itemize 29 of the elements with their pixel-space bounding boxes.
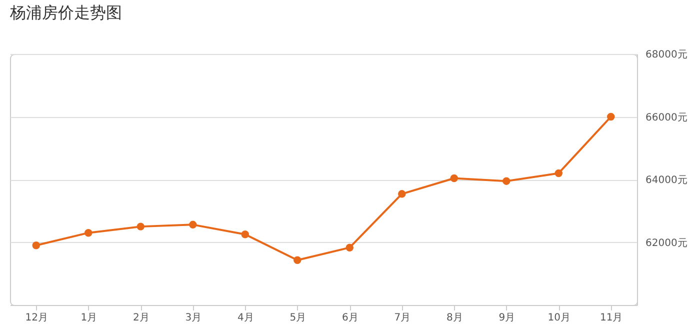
- x-tick-label: 5月: [290, 312, 306, 324]
- point: [554, 169, 562, 178]
- point: [241, 230, 249, 238]
- point: [450, 174, 458, 182]
- x-tick-label: 2月: [132, 312, 150, 324]
- point: [398, 190, 406, 198]
- point: [346, 244, 354, 252]
- x-tick-label: 9月: [498, 312, 516, 324]
- chart-title: 杨浦房价走势图: [9, 3, 122, 22]
- point: [32, 242, 40, 250]
- x-tick-label: 12月: [25, 312, 48, 324]
- x-tick-label: 6月: [342, 312, 358, 324]
- y-tick-label: 68000元: [646, 50, 688, 60]
- y-tick-label: 66000元: [646, 112, 688, 124]
- point: [607, 112, 615, 121]
- y-tick-label: 62000元: [646, 238, 688, 249]
- x-tick-label: 4月: [237, 312, 254, 324]
- x-tick-label: 10月: [548, 312, 570, 324]
- x-tick-label: 7月: [394, 312, 411, 324]
- x-tick-label: 3月: [185, 312, 202, 324]
- y-tick-label: 64000元: [646, 175, 688, 186]
- point: [189, 220, 197, 229]
- x-tick-label: 1月: [80, 312, 98, 324]
- point: [84, 228, 92, 237]
- x-tick-label: 8月: [446, 312, 463, 324]
- point: [294, 256, 302, 264]
- x-tick-label: 11月: [600, 312, 623, 324]
- point: [136, 222, 144, 230]
- point: [502, 177, 510, 185]
